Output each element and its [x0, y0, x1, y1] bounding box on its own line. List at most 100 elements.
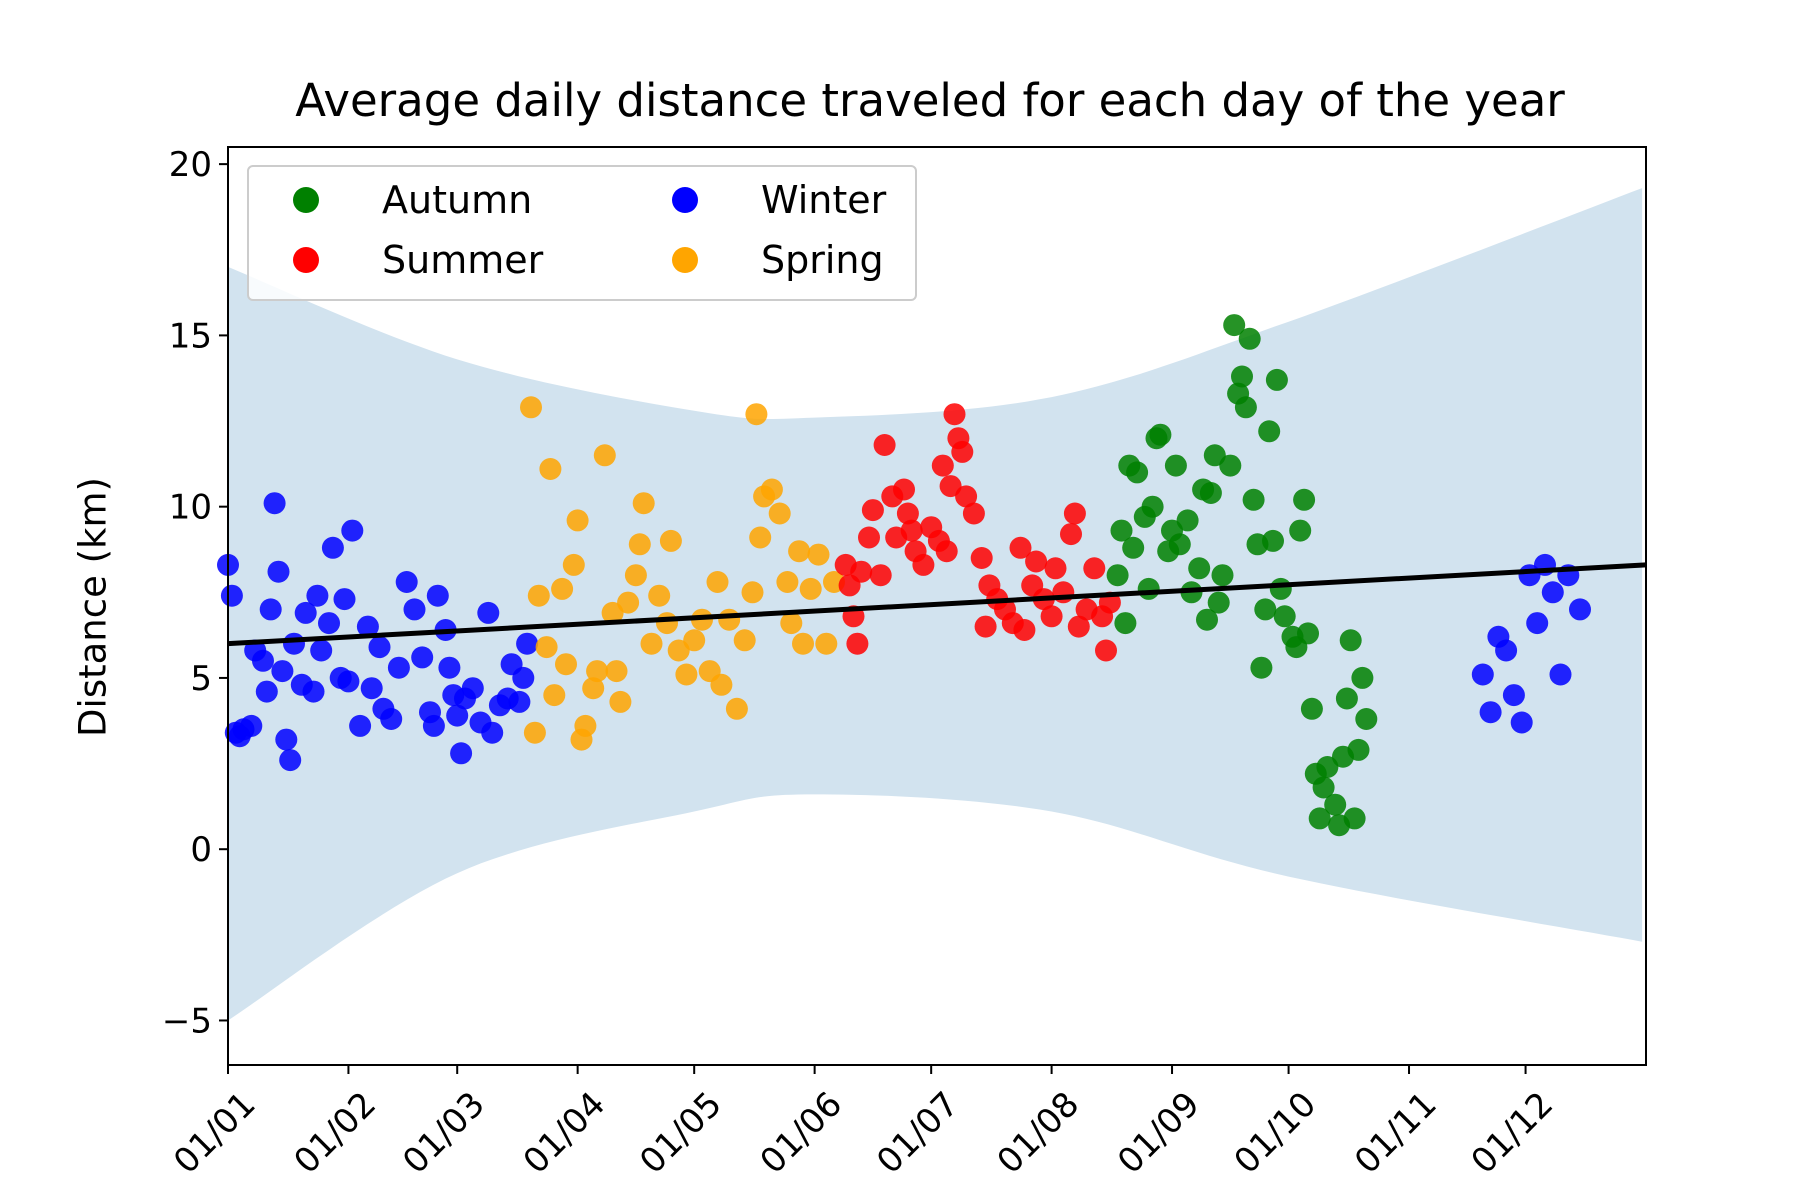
- data-point-spring: [574, 714, 597, 737]
- data-point-winter: [302, 680, 325, 703]
- data-point-autumn: [1114, 612, 1137, 635]
- data-point-autumn: [1176, 509, 1199, 532]
- data-point-spring: [640, 632, 663, 655]
- data-point-winter: [259, 598, 282, 621]
- data-point-summer: [935, 540, 958, 563]
- data-point-winter: [275, 728, 298, 751]
- data-point-autumn: [1289, 519, 1312, 542]
- x-tick-label: 01/07: [869, 1084, 967, 1182]
- data-point-autumn: [1238, 327, 1261, 350]
- data-point-summer: [869, 564, 892, 587]
- data-point-autumn: [1199, 482, 1222, 504]
- data-point-spring: [656, 612, 678, 635]
- data-point-spring: [586, 660, 609, 683]
- data-point-winter: [477, 601, 500, 624]
- x-tick-label: 01/12: [1464, 1084, 1562, 1182]
- data-point-autumn: [1297, 622, 1319, 645]
- data-point-autumn: [1231, 365, 1253, 388]
- data-point-summer: [858, 526, 880, 549]
- data-point-spring: [788, 540, 811, 563]
- data-point-winter: [333, 588, 356, 611]
- data-point-winter: [461, 677, 484, 700]
- y-axis-ticks: −5 0 5 10 15 20: [162, 145, 228, 1041]
- data-point-spring: [659, 529, 682, 552]
- data-point-summer: [1040, 605, 1063, 628]
- data-point-winter: [255, 680, 278, 703]
- data-point-winter: [252, 649, 274, 672]
- data-point-summer: [939, 475, 962, 498]
- data-point-spring: [760, 478, 783, 501]
- data-point-spring: [733, 629, 756, 652]
- chart-title: Average daily distance traveled for each…: [295, 74, 1565, 127]
- data-point-spring: [683, 629, 706, 652]
- legend-label-winter: Winter: [761, 178, 887, 222]
- data-point-winter: [306, 584, 329, 607]
- data-point-autumn: [1149, 423, 1172, 446]
- legend-box: [247, 165, 917, 301]
- data-point-autumn: [1300, 697, 1323, 720]
- data-point-summer: [1060, 523, 1082, 546]
- data-point-winter: [310, 639, 333, 662]
- data-point-summer: [955, 485, 978, 508]
- data-point-spring: [527, 584, 550, 607]
- x-axis-ticks: 01/01 01/02 01/03 01/04 01/05 01/06 01/07 01/08…: [166, 1065, 1561, 1182]
- legend: Autumn Winter Summer Spring: [247, 165, 917, 301]
- data-point-summer: [861, 499, 884, 522]
- data-point-summer: [1009, 536, 1032, 559]
- data-point-spring: [768, 502, 791, 525]
- data-point-winter: [387, 656, 410, 679]
- data-point-winter: [360, 677, 383, 700]
- data-point-spring: [566, 509, 589, 532]
- x-tick-label: 01/05: [632, 1084, 730, 1182]
- data-point-winter: [349, 714, 372, 737]
- data-point-winter: [1541, 581, 1564, 604]
- data-point-autumn: [1122, 536, 1145, 559]
- x-tick-label: 01/02: [286, 1084, 384, 1182]
- data-point-autumn: [1137, 577, 1160, 600]
- data-point-autumn: [1211, 564, 1234, 587]
- y-tick-label: 0: [190, 830, 212, 870]
- x-tick-label: 01/10: [1227, 1084, 1325, 1182]
- data-point-autumn: [1219, 454, 1242, 477]
- data-point-winter: [438, 656, 461, 679]
- data-point-winter: [368, 636, 391, 659]
- legend-marker-autumn: [293, 187, 319, 213]
- data-point-spring: [562, 553, 585, 576]
- data-point-autumn: [1308, 807, 1331, 830]
- data-point-spring: [624, 564, 647, 587]
- x-tick-label: 01/04: [516, 1084, 614, 1182]
- data-point-spring: [745, 403, 768, 426]
- data-point-spring: [815, 632, 838, 655]
- data-point-winter: [1502, 684, 1525, 707]
- data-point-summer: [873, 434, 896, 456]
- data-point-summer: [951, 440, 974, 463]
- data-point-winter: [1510, 711, 1533, 734]
- data-point-summer: [1095, 639, 1117, 662]
- data-point-autumn: [1196, 608, 1218, 631]
- data-point-winter: [426, 584, 449, 607]
- data-point-winter: [1479, 701, 1502, 724]
- data-point-autumn: [1293, 488, 1316, 511]
- data-point-winter: [240, 714, 263, 737]
- data-point-summer: [970, 547, 993, 569]
- data-point-autumn: [1207, 591, 1230, 614]
- data-point-winter: [403, 598, 426, 621]
- data-point-summer: [974, 615, 997, 638]
- data-point-autumn: [1203, 444, 1226, 467]
- legend-marker-winter: [672, 187, 698, 213]
- data-point-autumn: [1258, 420, 1281, 443]
- y-tick-label: 15: [169, 316, 212, 356]
- legend-label-spring: Spring: [761, 238, 884, 282]
- data-point-winter: [411, 646, 434, 669]
- data-point-spring: [523, 721, 546, 744]
- data-point-spring: [593, 444, 616, 467]
- data-point-spring: [780, 612, 803, 635]
- y-tick-label: −5: [162, 1001, 212, 1041]
- data-point-winter: [1471, 663, 1494, 686]
- data-point-spring: [617, 591, 640, 614]
- data-point-winter: [481, 721, 504, 744]
- data-point-winter: [450, 742, 473, 765]
- data-point-spring: [628, 533, 651, 556]
- data-point-autumn: [1242, 488, 1265, 511]
